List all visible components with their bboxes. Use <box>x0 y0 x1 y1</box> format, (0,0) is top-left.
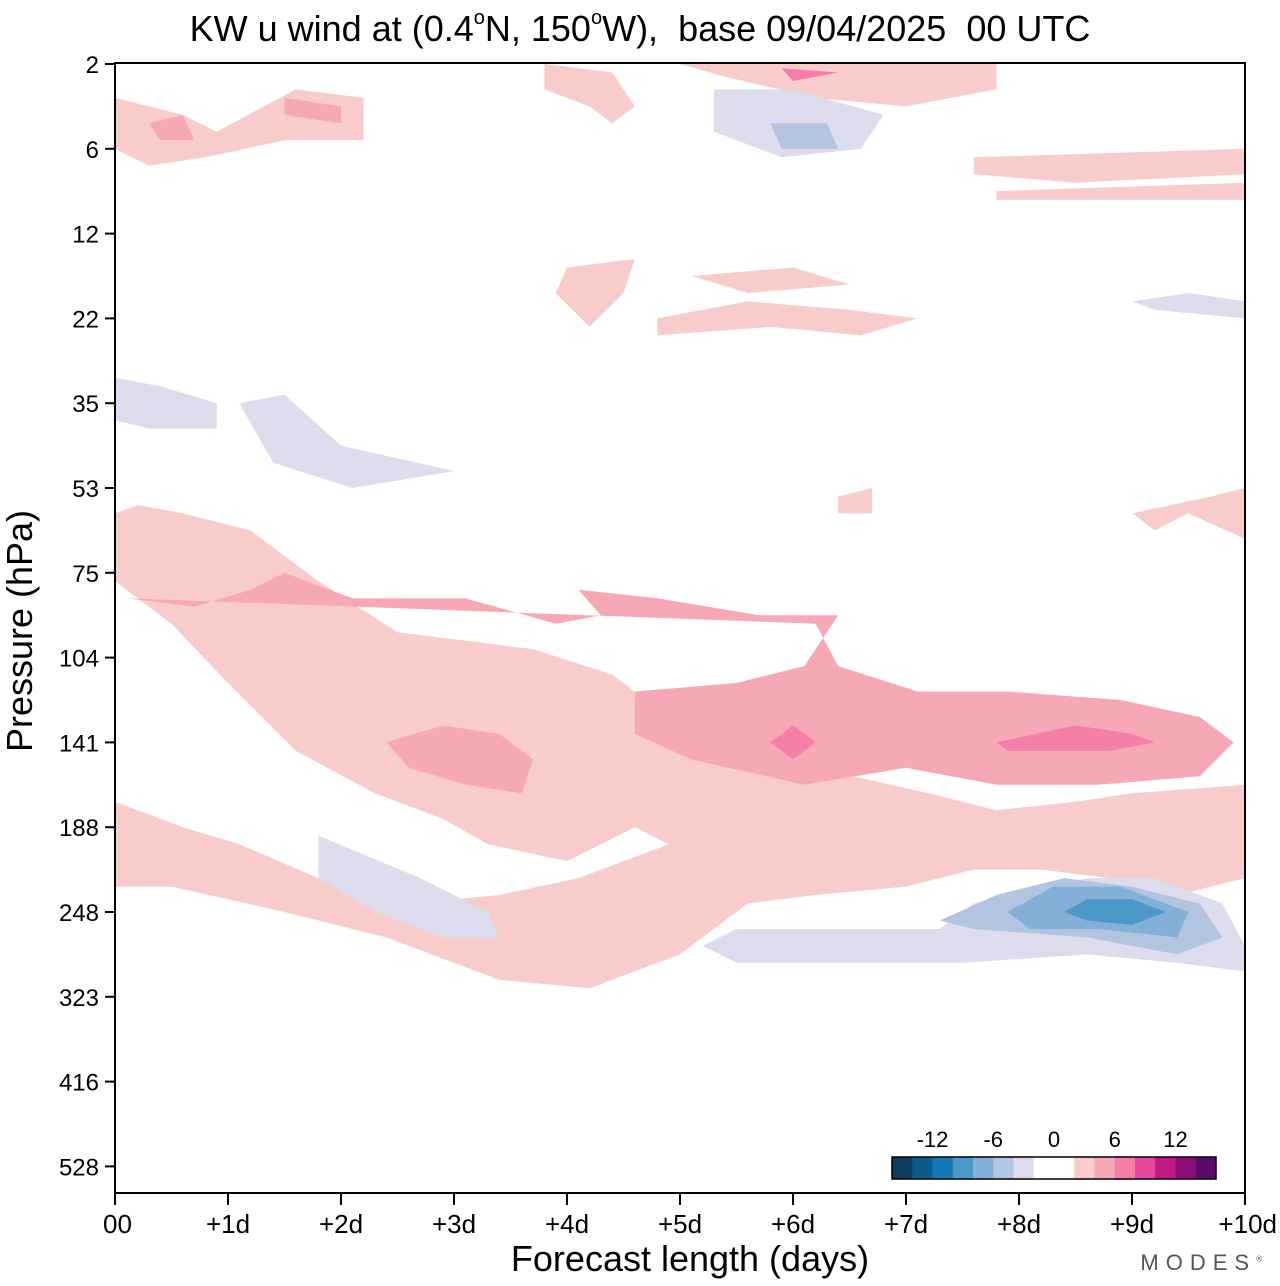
watermark-mark: ® <box>1256 1254 1262 1264</box>
contour-peak-6d <box>770 725 816 760</box>
modes-watermark: MODES® <box>1140 1250 1262 1276</box>
contour-top-left-2 <box>284 97 341 124</box>
colorbar-swatch <box>1033 1157 1055 1179</box>
x-tick-label: +5d <box>658 1209 702 1239</box>
colorbar-swatch <box>952 1157 974 1179</box>
contour-top-mid <box>544 64 635 124</box>
contour-left-mid-2 <box>239 394 454 488</box>
colorbar: -12 -6 0 6 12 <box>891 1127 1217 1180</box>
colorbar-swatch <box>1013 1157 1035 1179</box>
y-tick-label: 416 <box>59 1070 99 1097</box>
contour-strip-3 <box>555 259 635 327</box>
chart-title: KW u wind at (0.4oN, 150oW), base 09/04/… <box>0 0 1280 51</box>
contour-lower-trough-center <box>1064 899 1166 925</box>
y-tick-label: 141 <box>59 730 99 757</box>
y-tick-label: 22 <box>72 306 99 333</box>
y-tick-label: 12 <box>72 222 99 249</box>
colorbar-swatch <box>993 1157 1014 1179</box>
y-tick-label: 323 <box>59 985 99 1012</box>
contour-right-strip <box>1132 293 1245 319</box>
title-part-2: N, 150 <box>484 8 591 49</box>
colorbar-swatch <box>892 1157 913 1179</box>
title-part-1: KW u wind at (0.4 <box>189 8 474 49</box>
colorbar-swatch <box>1054 1157 1075 1179</box>
degree-symbol-1: o <box>473 7 485 29</box>
colorbar-swatch <box>932 1157 954 1179</box>
y-tick-label: 6 <box>86 137 99 164</box>
x-tick-label: 00 <box>103 1209 132 1239</box>
colorbar-swatch <box>1094 1157 1116 1179</box>
colorbar-swatch <box>973 1157 994 1179</box>
x-tick-label: +7d <box>884 1209 928 1239</box>
contour-left-blob <box>386 725 534 794</box>
x-tick-label: +8d <box>997 1209 1041 1239</box>
title-part-3: W), base 09/04/2025 00 UTC <box>602 8 1091 49</box>
contour-strip-4 <box>657 301 918 336</box>
contour-right-mid <box>1132 488 1245 539</box>
colorbar-swatch <box>1074 1157 1095 1179</box>
contour-top-right-core <box>770 123 839 149</box>
y-tick-label: 75 <box>72 561 99 588</box>
colorbar-swatch <box>912 1157 933 1179</box>
colorbar-swatch <box>1135 1157 1156 1179</box>
contour-top-right <box>680 64 997 107</box>
colorbar-swatch <box>1175 1157 1197 1179</box>
colorbar-label: 6 <box>1109 1127 1121 1152</box>
plot-area <box>115 64 1245 989</box>
colorbar-swatch <box>1195 1157 1217 1179</box>
contour-strip-5 <box>691 267 850 293</box>
colorbar-swatch <box>1155 1157 1176 1179</box>
colorbar-label: 12 <box>1163 1127 1187 1152</box>
axes: 2 6 12 22 35 53 75 104 141 188 248 323 416 528 00 +1d +2… <box>59 52 1277 1239</box>
contour-small-1 <box>838 488 873 514</box>
y-tick-label: 2 <box>86 52 99 79</box>
contour-strip-2 <box>996 182 1245 200</box>
y-tick-label: 53 <box>72 476 99 503</box>
colorbar-label: -6 <box>983 1127 1003 1152</box>
contour-strip-1 <box>973 148 1245 183</box>
x-tick-label: +6d <box>771 1209 815 1239</box>
colorbar-frame <box>891 1156 1217 1180</box>
y-tick-label: 248 <box>59 900 99 927</box>
colorbar-label: 0 <box>1048 1127 1060 1152</box>
x-tick-label: +2d <box>319 1209 363 1239</box>
y-tick-label: 104 <box>59 646 99 673</box>
y-tick-label: 528 <box>59 1154 99 1181</box>
contour-top-right <box>781 68 839 81</box>
contour-upper-band <box>126 572 1234 785</box>
y-tick-label: 35 <box>72 391 99 418</box>
x-tick-label: +10d <box>1218 1209 1277 1239</box>
contour-left-mid <box>115 377 217 429</box>
degree-symbol-2: o <box>590 7 603 29</box>
colorbar-label: -12 <box>917 1127 949 1152</box>
x-tick-label: +1d <box>206 1209 250 1239</box>
contour-top-right-trough <box>713 89 884 158</box>
x-tick-label: +4d <box>545 1209 589 1239</box>
colorbar-swatch <box>1114 1157 1136 1179</box>
watermark-text: MODES <box>1140 1250 1257 1275</box>
x-axis-label: Forecast length (days) <box>510 1238 870 1279</box>
y-axis-label: Pressure (hPa) <box>0 509 40 753</box>
y-tick-label: 188 <box>59 815 99 842</box>
x-tick-label: +9d <box>1110 1209 1154 1239</box>
contour-upper-trough <box>318 835 500 938</box>
contour-top-left <box>148 114 195 141</box>
x-tick-label: +3d <box>432 1209 476 1239</box>
contour-peak-8.5d <box>996 725 1155 751</box>
